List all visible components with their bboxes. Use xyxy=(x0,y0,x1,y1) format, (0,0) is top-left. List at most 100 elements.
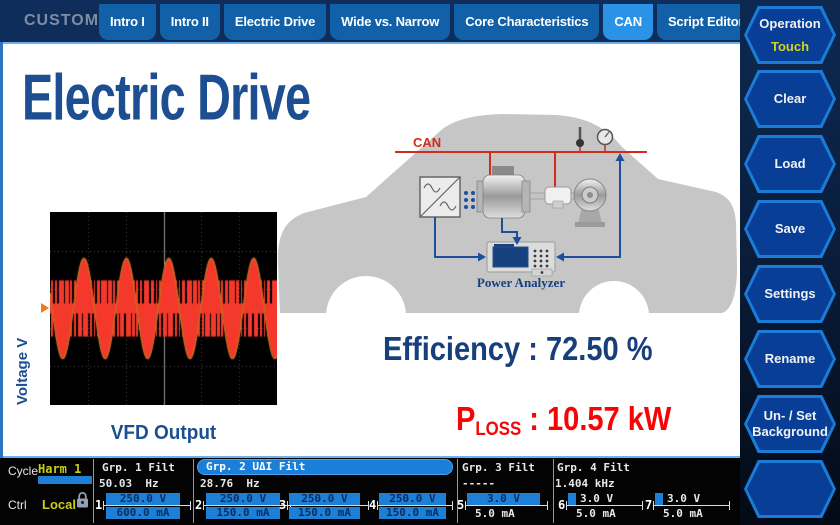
lock-icon xyxy=(77,492,88,508)
channel-axis-line xyxy=(377,505,452,506)
ploss-value: 10.57 kW xyxy=(547,400,672,437)
scope-caption: VFD Output xyxy=(110,422,217,444)
channel-voltage-value: 3.0 V xyxy=(580,492,614,505)
channel-voltage-bar: 250.0 V xyxy=(206,493,280,505)
measurement-wires xyxy=(434,155,621,258)
tab-intro-i[interactable]: Intro I xyxy=(99,4,156,40)
softkey-rename[interactable]: Rename xyxy=(744,330,836,388)
channel-voltage-value: 3.0 V xyxy=(667,492,701,505)
softkey-clear[interactable]: Clear xyxy=(744,70,836,128)
group-3-frequency: ----- xyxy=(462,477,496,490)
group-2-header-selected[interactable]: Grp. 2 UΔI Filt xyxy=(197,459,453,475)
efficiency-separator: : xyxy=(520,330,547,367)
tab-electric-drive[interactable]: Electric Drive xyxy=(223,4,327,40)
group-1-frequency: 50.03 Hz xyxy=(99,477,159,490)
channel-axis-tick xyxy=(642,501,643,510)
channel-current-bar: 150.0 mA xyxy=(379,507,446,519)
softkey-operation[interactable]: Operation Touch xyxy=(744,6,836,64)
channel-voltage-bar: 250.0 V xyxy=(106,493,180,505)
channel-number: 6 xyxy=(558,498,566,512)
softkey-label: Un- / Set xyxy=(763,408,817,423)
channel-current-bar: 150.0 mA xyxy=(206,507,280,519)
tab-core-characteristics[interactable]: Core Characteristics xyxy=(454,4,600,40)
ctrl-mode-value[interactable]: Local xyxy=(42,497,76,512)
cycle-mode-value[interactable]: Harm 1 xyxy=(38,462,82,476)
temperature-sensor-icon xyxy=(576,127,584,147)
channel-axis-line xyxy=(103,505,190,506)
channel-axis-line xyxy=(203,505,290,506)
statusbar-divider xyxy=(457,459,458,523)
tab-script-editor[interactable]: Script Editor xyxy=(656,4,755,40)
channel-axis-line xyxy=(566,505,642,506)
tab-wide-vs-narrow[interactable]: Wide vs. Narrow xyxy=(330,4,451,40)
cycle-mode-indicator-bar[interactable] xyxy=(38,476,92,484)
scope-y-axis-label: Voltage V xyxy=(14,337,31,405)
screen-left-border xyxy=(0,42,3,525)
inverter-box xyxy=(419,176,461,218)
ctrl-label: Ctrl xyxy=(8,498,27,512)
channel-axis-tick xyxy=(566,501,567,510)
channel-axis-line xyxy=(465,505,547,506)
group-4-header[interactable]: Grp. 4 Filt xyxy=(557,461,630,474)
phase-connection-dots xyxy=(464,191,475,209)
efficiency-value: 72.50 % xyxy=(546,330,653,367)
channel-axis-tick xyxy=(465,501,466,510)
electric-motor xyxy=(476,166,531,219)
group-2-frequency: 28.76 Hz xyxy=(200,477,260,490)
shaft-coupling xyxy=(544,186,572,209)
softkey-label: Clear xyxy=(773,91,807,106)
channel-voltage-bar: 3.0 V xyxy=(467,493,540,505)
tab-strip: Intro I Intro II Electric Drive Wide vs. Na… xyxy=(99,4,755,40)
channel-number: 4 xyxy=(369,498,377,512)
channel-current-bar: 150.0 mA xyxy=(289,507,360,519)
channel-axis-tick xyxy=(287,501,288,510)
tab-can[interactable]: CAN xyxy=(603,4,653,40)
cycle-label: Cycle xyxy=(8,464,39,478)
channel-number: 7 xyxy=(645,498,653,512)
channel-voltage-bar: 250.0 V xyxy=(289,493,360,505)
group-3-header[interactable]: Grp. 3 Filt xyxy=(462,461,535,474)
statusbar-divider xyxy=(93,459,94,523)
softkey-save[interactable]: Save xyxy=(744,200,836,258)
softkey-un-set-background[interactable]: Un- / Set Background xyxy=(744,395,836,453)
softkey-face: Clear xyxy=(747,73,833,125)
tab-intro-ii[interactable]: Intro II xyxy=(159,4,220,40)
softkey-sidebar: Operation Touch Clear Load Save Settings Renam… xyxy=(740,0,840,525)
front-wheel-cutout xyxy=(579,281,649,320)
softkey-blank[interactable] xyxy=(744,460,836,518)
statusbar-divider xyxy=(553,459,554,523)
mode-label: CUSTOM xyxy=(24,12,100,29)
channel-axis-tick xyxy=(729,501,730,510)
channel-voltage-bar: 250.0 V xyxy=(379,493,446,505)
softkey-face: Save xyxy=(747,203,833,255)
channel-current-bar: 600.0 mA xyxy=(106,507,180,519)
channel-axis-tick xyxy=(377,501,378,510)
ploss-subscript: LOSS xyxy=(475,418,522,440)
channel-axis-tick xyxy=(547,501,548,510)
channel-axis-tick xyxy=(103,501,104,510)
softkey-load[interactable]: Load xyxy=(744,135,836,193)
group-1-header[interactable]: Grp. 1 Filt xyxy=(102,461,175,474)
softkey-settings[interactable]: Settings xyxy=(744,265,836,323)
softkey-face: Load xyxy=(747,138,833,190)
efficiency-label: Efficiency xyxy=(383,330,521,367)
power-loss-readout: PLOSS : 10.57 kW xyxy=(456,400,671,441)
channel-axis-tick xyxy=(653,501,654,510)
softkey-sublabel: Touch xyxy=(770,39,810,54)
vfd-scope-display xyxy=(50,212,277,405)
channel-axis-line xyxy=(287,505,368,506)
softkey-face: Settings xyxy=(747,268,833,320)
channel-current-value: 5.0 mA xyxy=(576,507,616,520)
rear-wheel-cutout xyxy=(326,276,406,320)
channel-voltage-bar xyxy=(568,493,576,505)
top-tab-bar: CUSTOM Intro I Intro II Electric Drive Wide… xyxy=(0,0,755,42)
channel-number: 2 xyxy=(195,498,203,512)
wire-arrowheads xyxy=(478,153,625,262)
softkey-label: Background xyxy=(752,424,828,439)
softkey-label: Settings xyxy=(764,286,816,301)
statusbar-divider xyxy=(193,459,194,523)
load-machine xyxy=(573,178,607,227)
softkey-face: Operation Touch xyxy=(747,9,833,61)
channel-axis-tick xyxy=(190,501,191,510)
